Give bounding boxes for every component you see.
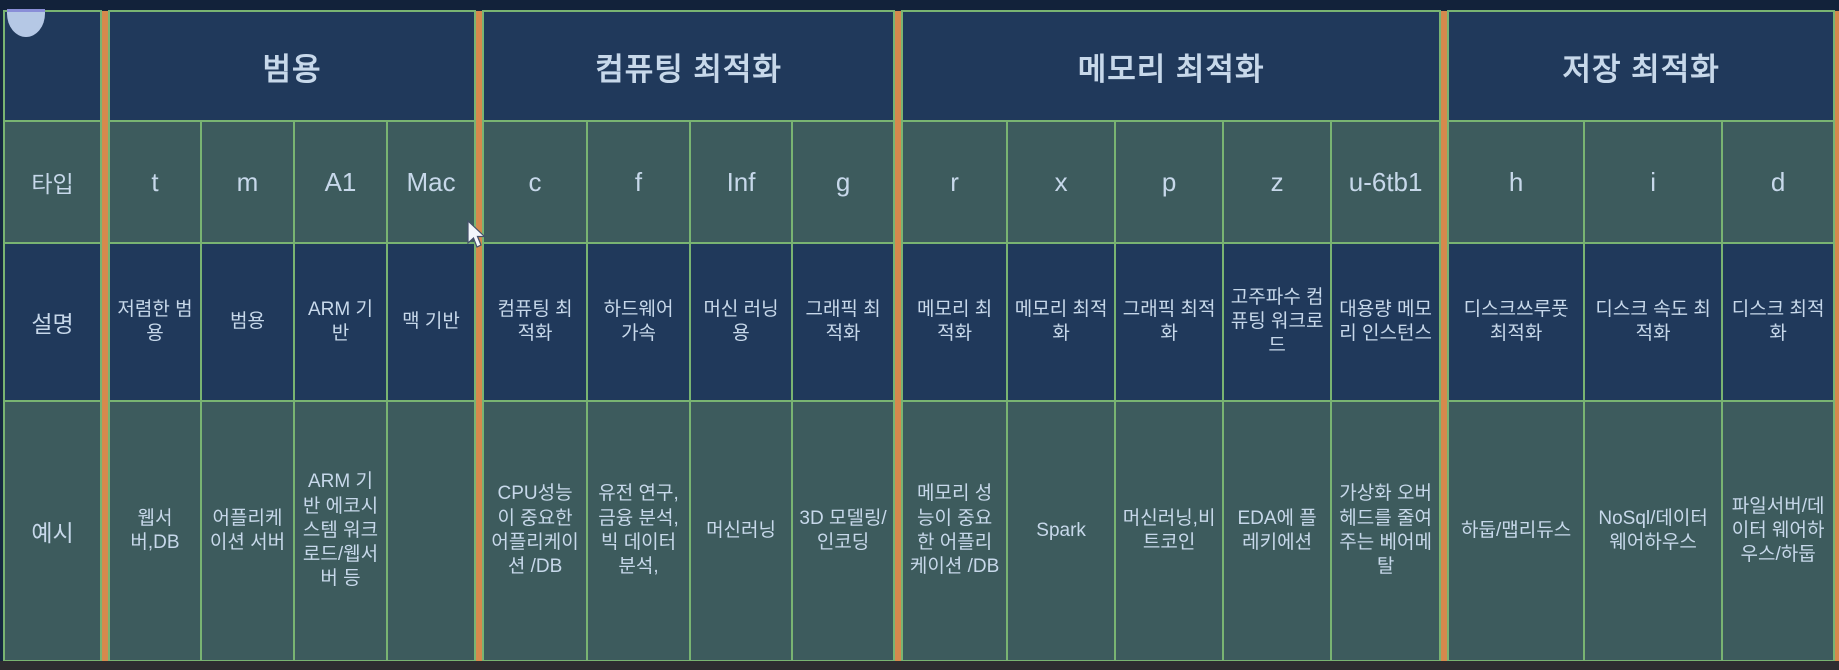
example-row: 예시 웹서버,DB 어플리케이션 서버 ARM 기반 에코시스템 워크로드/웹서… (3, 400, 1839, 662)
row-label-type: 타입 (3, 120, 102, 244)
type-cell-z: z (1222, 120, 1333, 244)
type-cell-x: x (1006, 120, 1117, 244)
example-cell-f: 유전 연구,금융 분석,빅 데이터 분석, (586, 400, 692, 662)
type-cell-i: i (1583, 120, 1724, 244)
type-cell-t: t (108, 120, 202, 244)
type-cell-a1: A1 (293, 120, 388, 244)
type-cell-p: p (1114, 120, 1225, 244)
ec2-instance-type-table: 범용 컴퓨팅 최적화 메모리 최적화 저장 최적화 타입 t m A1 Mac … (3, 10, 1839, 662)
example-cell-p: 머신러닝,비트코인 (1114, 400, 1225, 662)
type-cell-m: m (200, 120, 295, 244)
corner-cell (3, 10, 102, 122)
example-cell-t: 웹서버,DB (108, 400, 202, 662)
desc-cell-z: 고주파수 컴퓨팅 워크로드 (1222, 242, 1333, 402)
type-cell-u6tb1: u-6tb1 (1330, 120, 1442, 244)
desc-cell-x: 메모리 최적화 (1006, 242, 1117, 402)
desc-cell-g: 그래픽 최적화 (791, 242, 896, 402)
group-header-general: 범용 (107, 10, 477, 122)
example-cell-mac (385, 400, 477, 662)
type-cell-c: c (482, 120, 589, 244)
desc-cell-a1: ARM 기반 (293, 242, 388, 402)
type-cell-mac: Mac (385, 120, 477, 244)
group-header-row: 범용 컴퓨팅 최적화 메모리 최적화 저장 최적화 (3, 10, 1839, 661)
mouse-cursor-icon (467, 220, 487, 248)
type-cell-f: f (586, 120, 692, 244)
divider-orange-right-edge (1834, 11, 1839, 661)
example-cell-z: EDA에 플레키에션 (1222, 400, 1333, 662)
desc-cell-m: 범용 (200, 242, 295, 402)
desc-cell-c: 컴퓨팅 최적화 (482, 242, 589, 402)
desc-cell-r: 메모리 최적화 (901, 242, 1009, 402)
example-cell-m: 어플리케이션 서버 (200, 400, 295, 662)
type-row: 타입 t m A1 Mac c f Inf g r x p z u-6tb1 h… (3, 120, 1839, 244)
row-label-example: 예시 (3, 400, 102, 662)
example-cell-x: Spark (1006, 400, 1117, 662)
type-cell-inf: Inf (689, 120, 794, 244)
example-cell-h: 하둡/맵리듀스 (1447, 400, 1586, 662)
example-cell-d: 파일서버/데이터 웨어하우스/하둡 (1721, 400, 1836, 662)
desc-cell-t: 저렴한 범용 (108, 242, 202, 402)
row-label-description: 설명 (3, 242, 102, 402)
divider-orange-1 (101, 11, 109, 661)
divider-orange-4 (1440, 11, 1449, 661)
desc-cell-inf: 머신 러닝용 (689, 242, 794, 402)
divider-orange-3 (894, 11, 903, 661)
example-cell-r: 메모리 성능이 중요한 어플리케이션 /DB (901, 400, 1009, 662)
example-cell-u6tb1: 가상화 오버헤드를 줄여주는 베어메탈 (1330, 400, 1442, 662)
divider-orange-2 (475, 11, 484, 661)
top-bar (0, 0, 1839, 10)
example-cell-i: NoSql/데이터 웨어하우스 (1583, 400, 1724, 662)
desc-cell-p: 그래픽 최적화 (1114, 242, 1225, 402)
desc-cell-u6tb1: 대용량 메모리 인스턴스 (1330, 242, 1442, 402)
desc-cell-mac: 맥 기반 (385, 242, 477, 402)
desc-cell-d: 디스크 최적화 (1721, 242, 1836, 402)
example-cell-a1: ARM 기반 에코시스템 워크로드/웹서버 등 (293, 400, 388, 662)
example-cell-c: CPU성능이 중요한 어플리케이션 /DB (482, 400, 589, 662)
group-header-storage: 저장 최적화 (1447, 10, 1836, 122)
type-cell-r: r (901, 120, 1009, 244)
bottom-letterbox-bar (0, 661, 1839, 670)
desc-cell-h: 디스크쓰루풋 최적화 (1447, 242, 1586, 402)
type-cell-h: h (1447, 120, 1586, 244)
group-header-compute: 컴퓨팅 최적화 (482, 10, 896, 122)
desc-cell-f: 하드웨어 가속 (586, 242, 692, 402)
description-row: 설명 저렴한 범용 범용 ARM 기반 맥 기반 컴퓨팅 최적화 하드웨어 가속… (3, 242, 1839, 402)
type-cell-d: d (1721, 120, 1836, 244)
group-header-memory: 메모리 최적화 (901, 10, 1442, 122)
example-cell-inf: 머신러닝 (689, 400, 794, 662)
example-cell-g: 3D 모델링/인코딩 (791, 400, 896, 662)
desc-cell-i: 디스크 속도 최적화 (1583, 242, 1724, 402)
type-cell-g: g (791, 120, 896, 244)
